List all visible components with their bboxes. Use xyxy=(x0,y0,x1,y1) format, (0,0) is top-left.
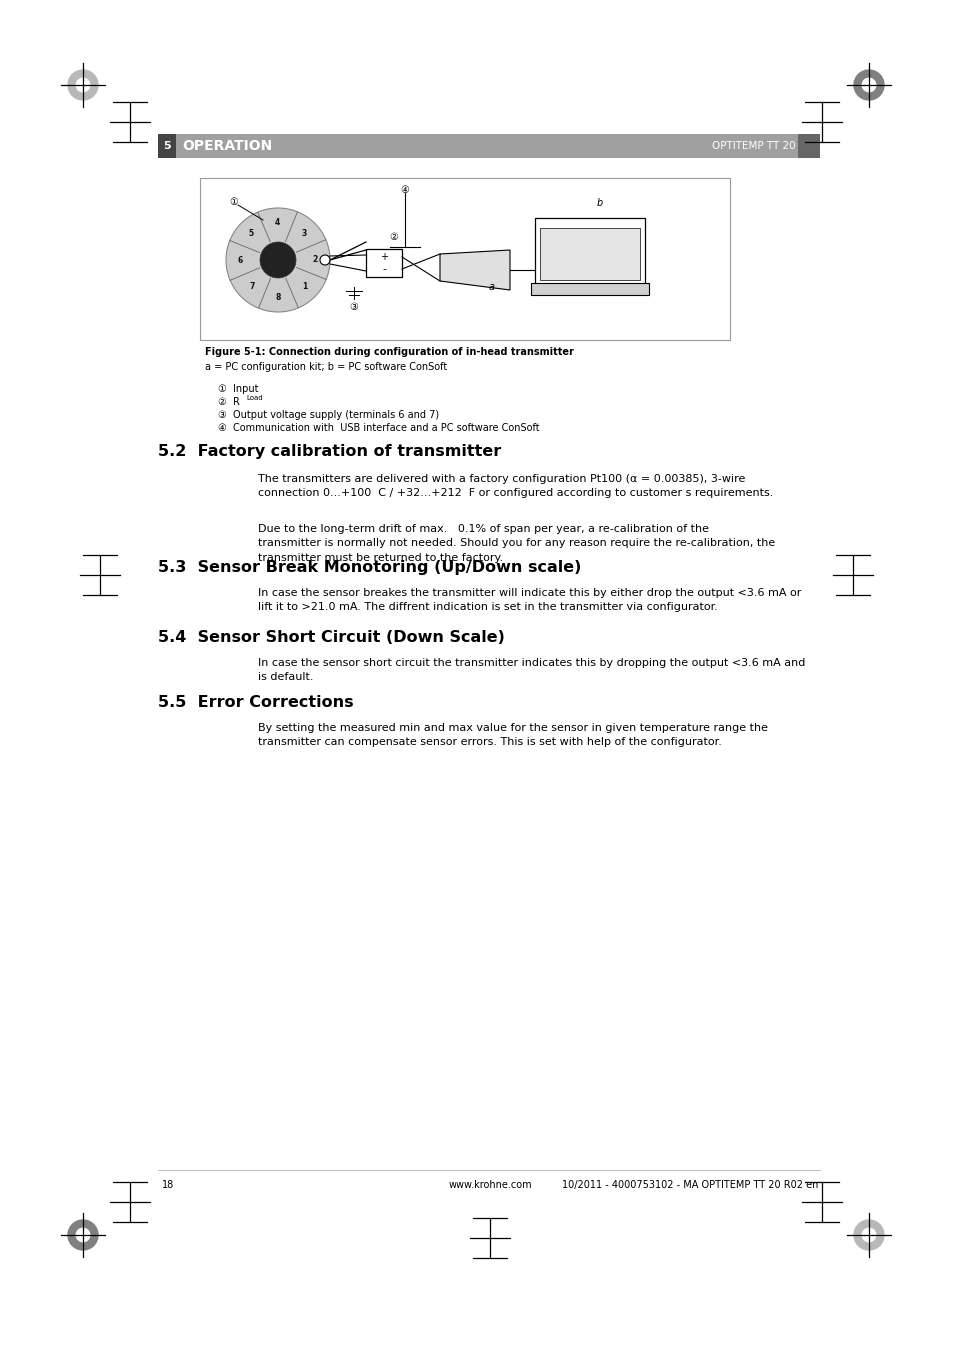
Bar xyxy=(539,228,639,279)
Text: a: a xyxy=(489,282,495,292)
Text: 10/2011 - 4000753102 - MA OPTITEMP TT 20 R02 en: 10/2011 - 4000753102 - MA OPTITEMP TT 20… xyxy=(561,1180,817,1189)
Text: -: - xyxy=(381,265,386,274)
Text: 1: 1 xyxy=(302,282,307,290)
Text: OPTITEMP TT 20: OPTITEMP TT 20 xyxy=(712,140,795,151)
Text: OPERATION: OPERATION xyxy=(182,139,272,153)
Text: By setting the measured min and max value for the sensor in given temperature ra: By setting the measured min and max valu… xyxy=(257,724,767,748)
Circle shape xyxy=(68,70,98,100)
Circle shape xyxy=(319,255,330,265)
Text: b: b xyxy=(597,198,602,208)
Bar xyxy=(366,248,401,277)
Text: The transmitters are delivered with a factory configuration Pt100 (α = 0.00385),: The transmitters are delivered with a fa… xyxy=(257,474,773,498)
Text: In case the sensor short circuit the transmitter indicates this by dropping the : In case the sensor short circuit the tra… xyxy=(257,657,804,682)
Text: ②  R: ② R xyxy=(218,397,239,406)
Text: ③: ③ xyxy=(349,302,358,312)
Text: Due to the long-term drift of max.   0.1% of span per year, a re-calibration of : Due to the long-term drift of max. 0.1% … xyxy=(257,524,775,563)
Polygon shape xyxy=(439,250,510,290)
Text: 5: 5 xyxy=(249,230,253,238)
Circle shape xyxy=(260,242,295,278)
Text: ④  Communication with  USB interface and a PC software ConSoft: ④ Communication with USB interface and a… xyxy=(218,423,539,433)
Circle shape xyxy=(76,1228,90,1242)
Bar xyxy=(200,178,729,340)
Circle shape xyxy=(76,78,90,92)
Text: ①: ① xyxy=(230,197,238,207)
Text: 5: 5 xyxy=(163,140,171,151)
Text: 5.5  Error Corrections: 5.5 Error Corrections xyxy=(158,695,354,710)
Text: +: + xyxy=(379,252,388,262)
Text: a = PC configuration kit; b = PC software ConSoft: a = PC configuration kit; b = PC softwar… xyxy=(205,362,447,373)
Circle shape xyxy=(226,208,330,312)
Bar xyxy=(158,134,820,158)
Text: ④: ④ xyxy=(400,185,409,194)
Text: 4: 4 xyxy=(274,219,280,227)
Text: 3: 3 xyxy=(301,228,307,238)
Text: 5.4  Sensor Short Circuit (Down Scale): 5.4 Sensor Short Circuit (Down Scale) xyxy=(158,630,504,645)
Bar xyxy=(535,217,644,286)
Text: 8: 8 xyxy=(275,293,281,302)
Text: 7: 7 xyxy=(249,282,254,292)
Text: 2: 2 xyxy=(313,255,317,265)
Circle shape xyxy=(68,1220,98,1250)
Text: Load: Load xyxy=(246,396,262,401)
Bar xyxy=(158,134,175,158)
Text: Figure 5-1: Connection during configuration of in-head transmitter: Figure 5-1: Connection during configurat… xyxy=(205,347,574,356)
Text: www.krohne.com: www.krohne.com xyxy=(448,1180,531,1189)
Text: ①  Input: ① Input xyxy=(218,383,258,394)
Text: 5.3  Sensor Break Monotoring (Up/Down scale): 5.3 Sensor Break Monotoring (Up/Down sca… xyxy=(158,560,580,575)
Bar xyxy=(531,284,648,296)
Bar xyxy=(797,134,820,158)
Text: ②: ② xyxy=(389,232,398,242)
Text: 6: 6 xyxy=(237,256,243,265)
Text: 18: 18 xyxy=(162,1180,174,1189)
Circle shape xyxy=(862,1228,875,1242)
Text: In case the sensor breakes the transmitter will indicate this by either drop the: In case the sensor breakes the transmitt… xyxy=(257,589,801,613)
Circle shape xyxy=(853,70,883,100)
Circle shape xyxy=(862,78,875,92)
Circle shape xyxy=(853,1220,883,1250)
Text: ③  Output voltage supply (terminals 6 and 7): ③ Output voltage supply (terminals 6 and… xyxy=(218,410,438,420)
Text: 5.2  Factory calibration of transmitter: 5.2 Factory calibration of transmitter xyxy=(158,444,500,459)
